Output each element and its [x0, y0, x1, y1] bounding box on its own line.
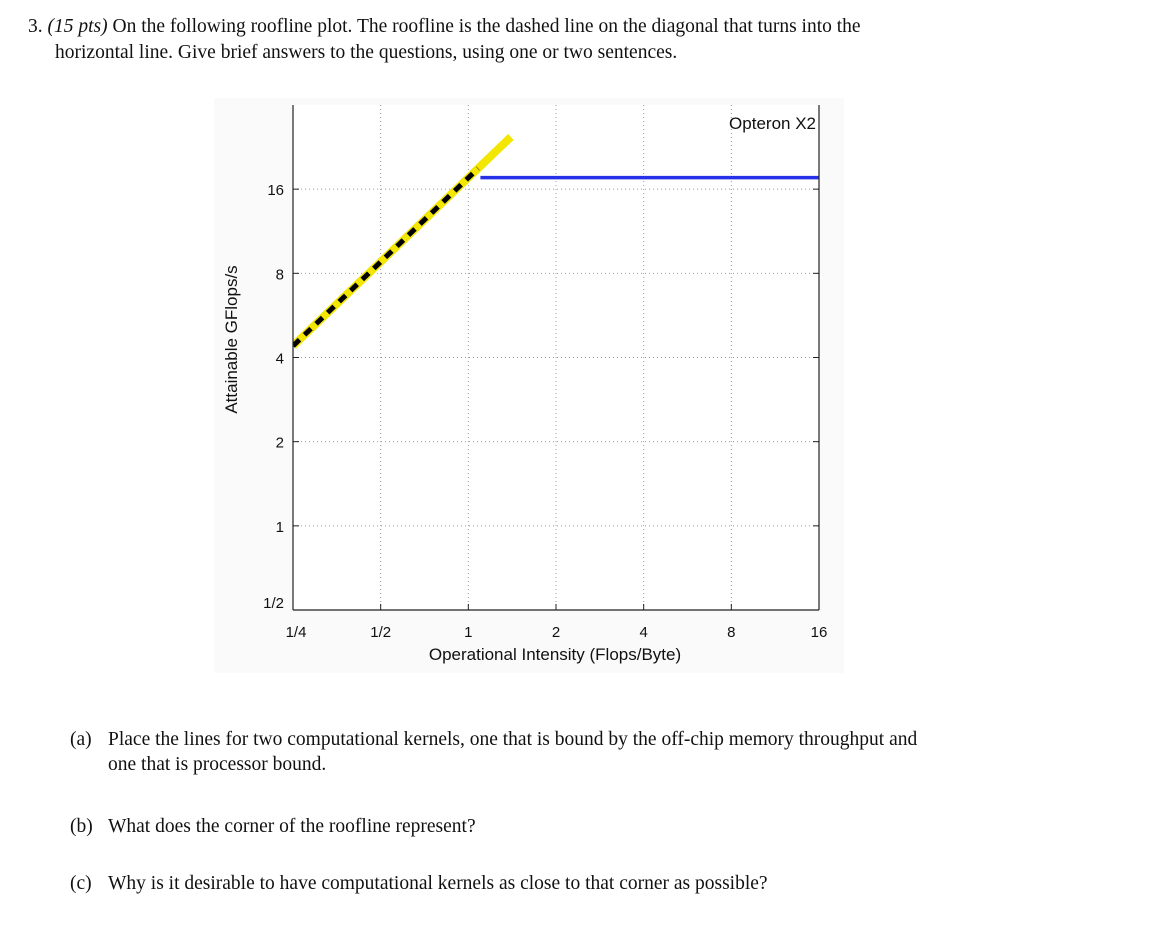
question-number: 3. [28, 16, 43, 37]
x-tick-label-6: 16 [811, 624, 828, 641]
subquestion-c-label: (c) [70, 873, 92, 894]
y-axis-label: Attainable GFlops/s [222, 265, 241, 413]
y-tick-label-2: 2 [276, 435, 284, 452]
question-points: (15 pts) [47, 16, 108, 37]
roofline-chart: 1/4 1/2 1 2 4 8 16 1/2 1 2 4 8 16 Operational Intensi… [214, 98, 844, 673]
subquestion-b-label: (b) [70, 816, 93, 837]
x-tick-label-4: 4 [639, 624, 647, 641]
subquestion-a: (a) Place the lines for two computationa… [70, 727, 1080, 777]
subquestion-c: (c) Why is it desirable to have computat… [70, 871, 1080, 896]
question-text-line1: On the following roofline plot. The roof… [112, 16, 861, 37]
x-tick-label-3: 2 [552, 624, 560, 641]
y-tick-label-5: 16 [267, 182, 284, 199]
y-tick-label-4: 8 [276, 266, 284, 283]
subquestion-a-line1: Place the lines for two computational ke… [108, 729, 918, 750]
y-tick-label-0: 1/2 [263, 595, 284, 612]
x-tick-label-1: 1/2 [370, 624, 391, 641]
y-tick-label-3: 4 [276, 351, 284, 368]
chart-annotation: Opteron X2 [729, 114, 816, 133]
question-3: 3. (15 pts) On the following roofline pl… [28, 14, 1108, 66]
subquestion-a-label: (a) [70, 729, 92, 750]
subquestion-a-line2: one that is processor bound. [108, 754, 327, 775]
x-axis-label: Operational Intensity (Flops/Byte) [429, 645, 681, 664]
roofline-diagonal-dashes [293, 166, 480, 348]
question-text-line2: horizontal line. Give brief answers to t… [55, 42, 678, 63]
x-tick-label-0: 1/4 [286, 624, 307, 641]
y-tick-label-1: 1 [276, 519, 284, 536]
x-tick-label-2: 1 [464, 624, 472, 641]
subquestion-b: (b) What does the corner of the roofline… [70, 814, 1080, 839]
subquestion-b-line1: What does the corner of the roofline rep… [108, 816, 476, 837]
subquestion-c-line1: Why is it desirable to have computationa… [108, 873, 768, 894]
x-tick-label-5: 8 [727, 624, 735, 641]
